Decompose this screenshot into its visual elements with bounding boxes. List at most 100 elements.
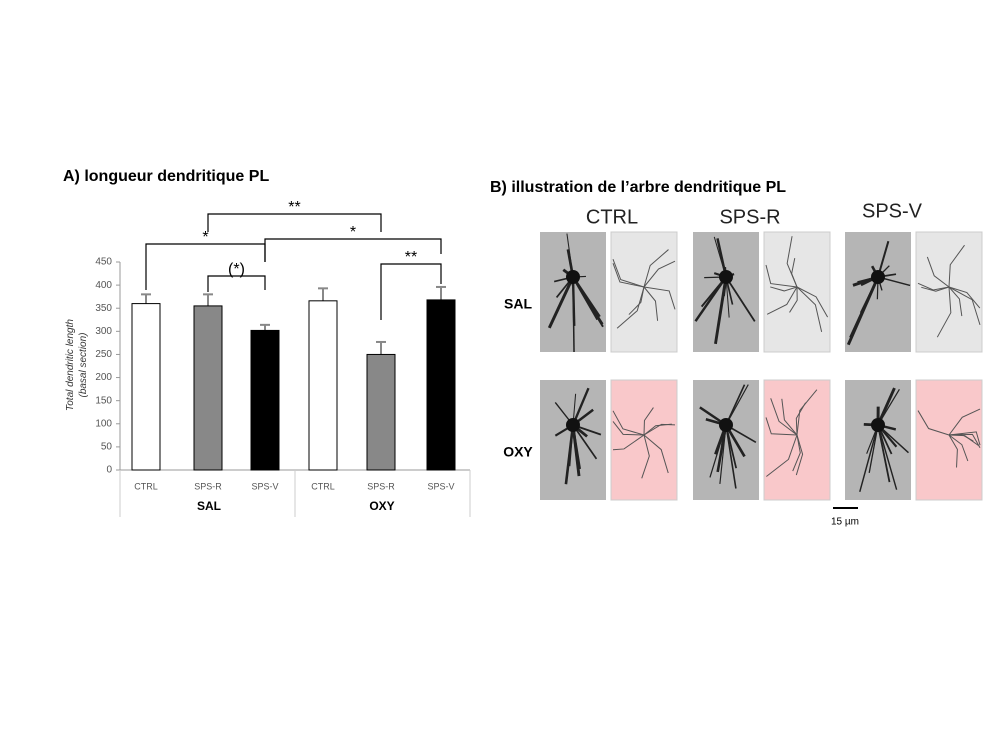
y-tick-label: 300 — [95, 326, 112, 337]
y-axis-label-line: (basal section) — [78, 332, 89, 397]
y-tick-label: 200 — [95, 372, 112, 383]
significance-bracket — [207, 213, 382, 232]
dendrite — [716, 424, 728, 473]
tracing — [948, 286, 963, 317]
tracing — [628, 286, 645, 315]
significance-bracket — [207, 275, 266, 292]
column-header: SPS-R — [719, 206, 780, 228]
tracing — [765, 417, 798, 436]
significance-label: * — [350, 224, 356, 241]
row-label: OXY — [503, 444, 533, 460]
y-tick-label: 350 — [95, 303, 112, 314]
group-label: SAL — [197, 499, 221, 513]
tracing — [766, 286, 798, 315]
tracing-panel — [610, 379, 678, 501]
soma — [719, 270, 733, 284]
chart-title: A) longueur dendritique PL — [63, 168, 269, 185]
tracing — [791, 258, 798, 288]
tracing — [796, 286, 823, 333]
bar — [193, 305, 223, 471]
soma — [566, 270, 580, 284]
y-tick-label: 400 — [95, 280, 112, 291]
bar — [366, 353, 396, 471]
tracing — [612, 421, 645, 436]
tracing — [948, 431, 981, 446]
y-tick-label: 450 — [95, 257, 112, 268]
group-label: OXY — [369, 499, 394, 513]
dendrite — [725, 384, 749, 426]
dendrite — [859, 424, 879, 493]
y-axis-label-line: Total dendritic length — [65, 319, 76, 411]
tracing-panel — [610, 231, 678, 353]
tracing — [643, 434, 669, 474]
dendrite — [877, 424, 898, 490]
tracing-panel — [763, 379, 831, 501]
tracing — [795, 402, 806, 436]
row-label: SAL — [504, 296, 532, 312]
tracing — [643, 260, 676, 288]
y-tick-label: 50 — [101, 442, 113, 453]
significance-label: ** — [288, 199, 300, 216]
dendrite — [572, 276, 575, 352]
tracing — [948, 408, 981, 436]
tracing — [796, 286, 829, 318]
dendrite — [714, 276, 728, 345]
soma — [871, 418, 885, 432]
column-header: SPS-V — [862, 200, 923, 222]
tracing — [917, 410, 950, 436]
neuron-photo — [693, 232, 759, 352]
tracing — [796, 389, 818, 436]
x-tick-label: SPS-R — [367, 481, 395, 491]
tracing — [612, 434, 645, 451]
significance-label: ** — [405, 249, 417, 266]
dendrite — [877, 424, 891, 483]
dendrite — [571, 276, 599, 321]
y-tick-label: 150 — [95, 395, 112, 406]
illustration-panel: CTRL SPS-R SPS-V SAL OXY 15 µm — [503, 200, 983, 528]
tracing — [948, 286, 981, 326]
y-axis-label: Total dendritic length (basal section) — [65, 319, 89, 411]
y-tick-label: 250 — [95, 349, 112, 360]
bar — [131, 303, 161, 471]
tracing — [770, 398, 798, 436]
column-header: CTRL — [586, 206, 638, 228]
x-tick-label: CTRL — [311, 481, 335, 491]
bar — [250, 329, 280, 471]
tracing — [795, 434, 804, 476]
tracing — [643, 249, 669, 288]
tracing — [948, 244, 965, 288]
tracing — [612, 258, 645, 288]
tracing — [936, 286, 952, 338]
tracing — [789, 286, 798, 313]
dendrite — [725, 276, 756, 322]
tracing — [948, 434, 958, 468]
tracing — [612, 410, 645, 436]
x-tick-label: SPS-V — [251, 481, 278, 491]
dendrite — [846, 276, 880, 346]
tracing — [948, 286, 981, 309]
tracing — [921, 286, 950, 292]
tracing — [643, 407, 654, 436]
bar — [426, 299, 456, 471]
tracing — [770, 286, 798, 292]
tracing — [643, 286, 659, 321]
y-tick-label: 100 — [95, 418, 112, 429]
x-tick-label: SPS-V — [427, 481, 454, 491]
y-tick-label: 0 — [106, 465, 112, 476]
significance-bracket — [264, 238, 442, 262]
tracing — [948, 434, 969, 462]
significance-label: (*) — [228, 261, 245, 278]
tracing — [641, 434, 650, 479]
significance-bracket — [380, 263, 442, 320]
tracing — [917, 282, 950, 291]
tracing — [766, 434, 798, 477]
soma — [566, 418, 580, 432]
soma — [871, 270, 885, 284]
tracing — [781, 398, 798, 436]
tracing — [765, 264, 798, 288]
x-tick-label: CTRL — [134, 481, 158, 491]
dendrite — [547, 276, 575, 329]
scale-bar-label: 15 µm — [831, 517, 859, 528]
